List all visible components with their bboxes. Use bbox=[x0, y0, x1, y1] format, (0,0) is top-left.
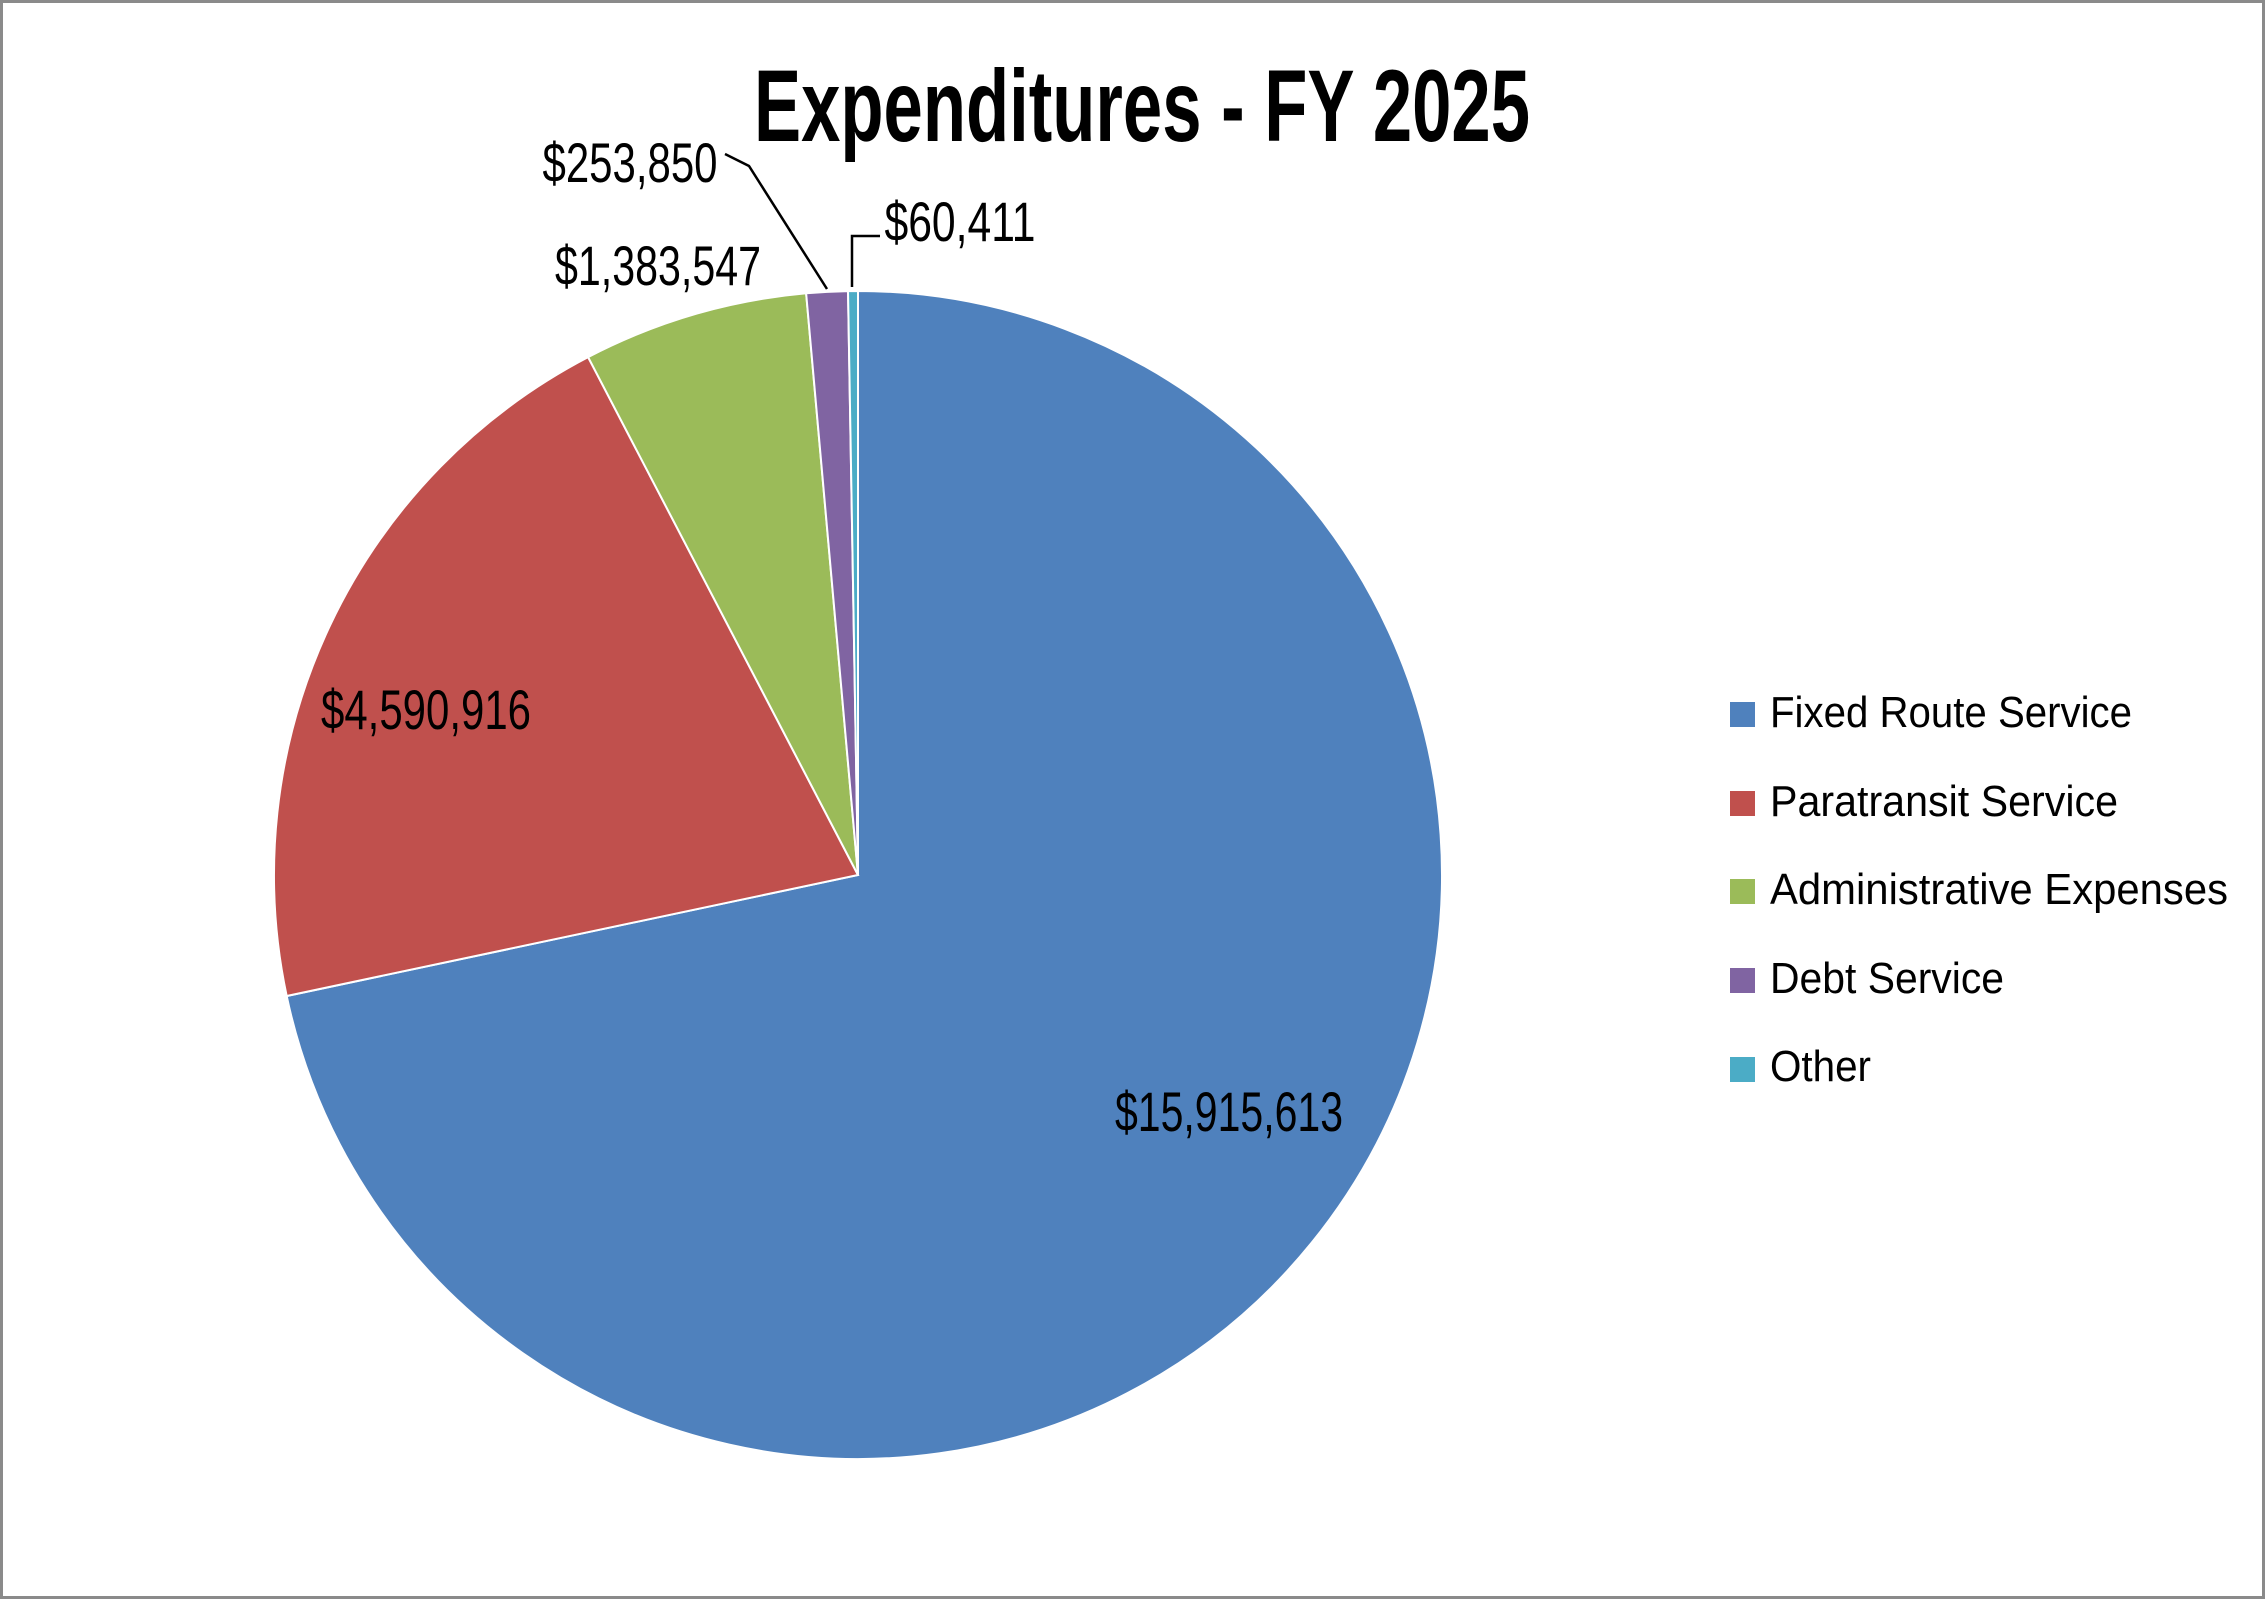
leader-line-debt-service bbox=[724, 152, 829, 290]
pie bbox=[273, 289, 1443, 1460]
legend-marker-paratransit-service bbox=[1730, 791, 1755, 816]
legend-marker-fixed-route-service bbox=[1730, 702, 1755, 727]
chart-title: Expenditures - FY 2025 bbox=[754, 49, 1530, 163]
pie-slice-other bbox=[847, 289, 859, 876]
leader-line-other bbox=[850, 234, 880, 287]
legend-marker-administrative-expenses bbox=[1730, 879, 1755, 904]
legend-marker-debt-service bbox=[1730, 968, 1755, 993]
data-label-fixed-route-service: $15,915,613 bbox=[1115, 1080, 1343, 1143]
pie-slice-administrative-expenses bbox=[586, 292, 859, 876]
legend: Fixed Route Service Paratransit Service … bbox=[1730, 688, 2228, 1091]
data-label-other: $60,411 bbox=[885, 190, 1036, 253]
legend-item-debt-service: Debt Service bbox=[1730, 954, 2004, 1003]
legend-label-paratransit-service: Paratransit Service bbox=[1770, 777, 2118, 826]
legend-item-other: Other bbox=[1730, 1042, 1871, 1091]
legend-label-other: Other bbox=[1770, 1042, 1871, 1091]
data-label-debt-service: $253,850 bbox=[543, 131, 718, 194]
data-label-administrative-expenses: $1,383,547 bbox=[555, 234, 761, 297]
legend-label-administrative-expenses: Administrative Expenses bbox=[1770, 865, 2228, 914]
legend-marker-other bbox=[1730, 1057, 1755, 1082]
data-label-paratransit-service: $4,590,916 bbox=[321, 678, 531, 741]
pie-slice-fixed-route-service bbox=[285, 289, 1443, 1460]
legend-label-debt-service: Debt Service bbox=[1770, 954, 2004, 1003]
chart-canvas: Expenditures - FY 2025 $15,915,613 $4,59… bbox=[273, 49, 2228, 1460]
legend-item-fixed-route-service: Fixed Route Service bbox=[1730, 688, 2132, 737]
legend-item-paratransit-service: Paratransit Service bbox=[1730, 777, 2118, 826]
legend-item-administrative-expenses: Administrative Expenses bbox=[1730, 865, 2228, 914]
legend-label-fixed-route-service: Fixed Route Service bbox=[1770, 688, 2132, 737]
pie-slice-paratransit-service bbox=[273, 355, 860, 998]
